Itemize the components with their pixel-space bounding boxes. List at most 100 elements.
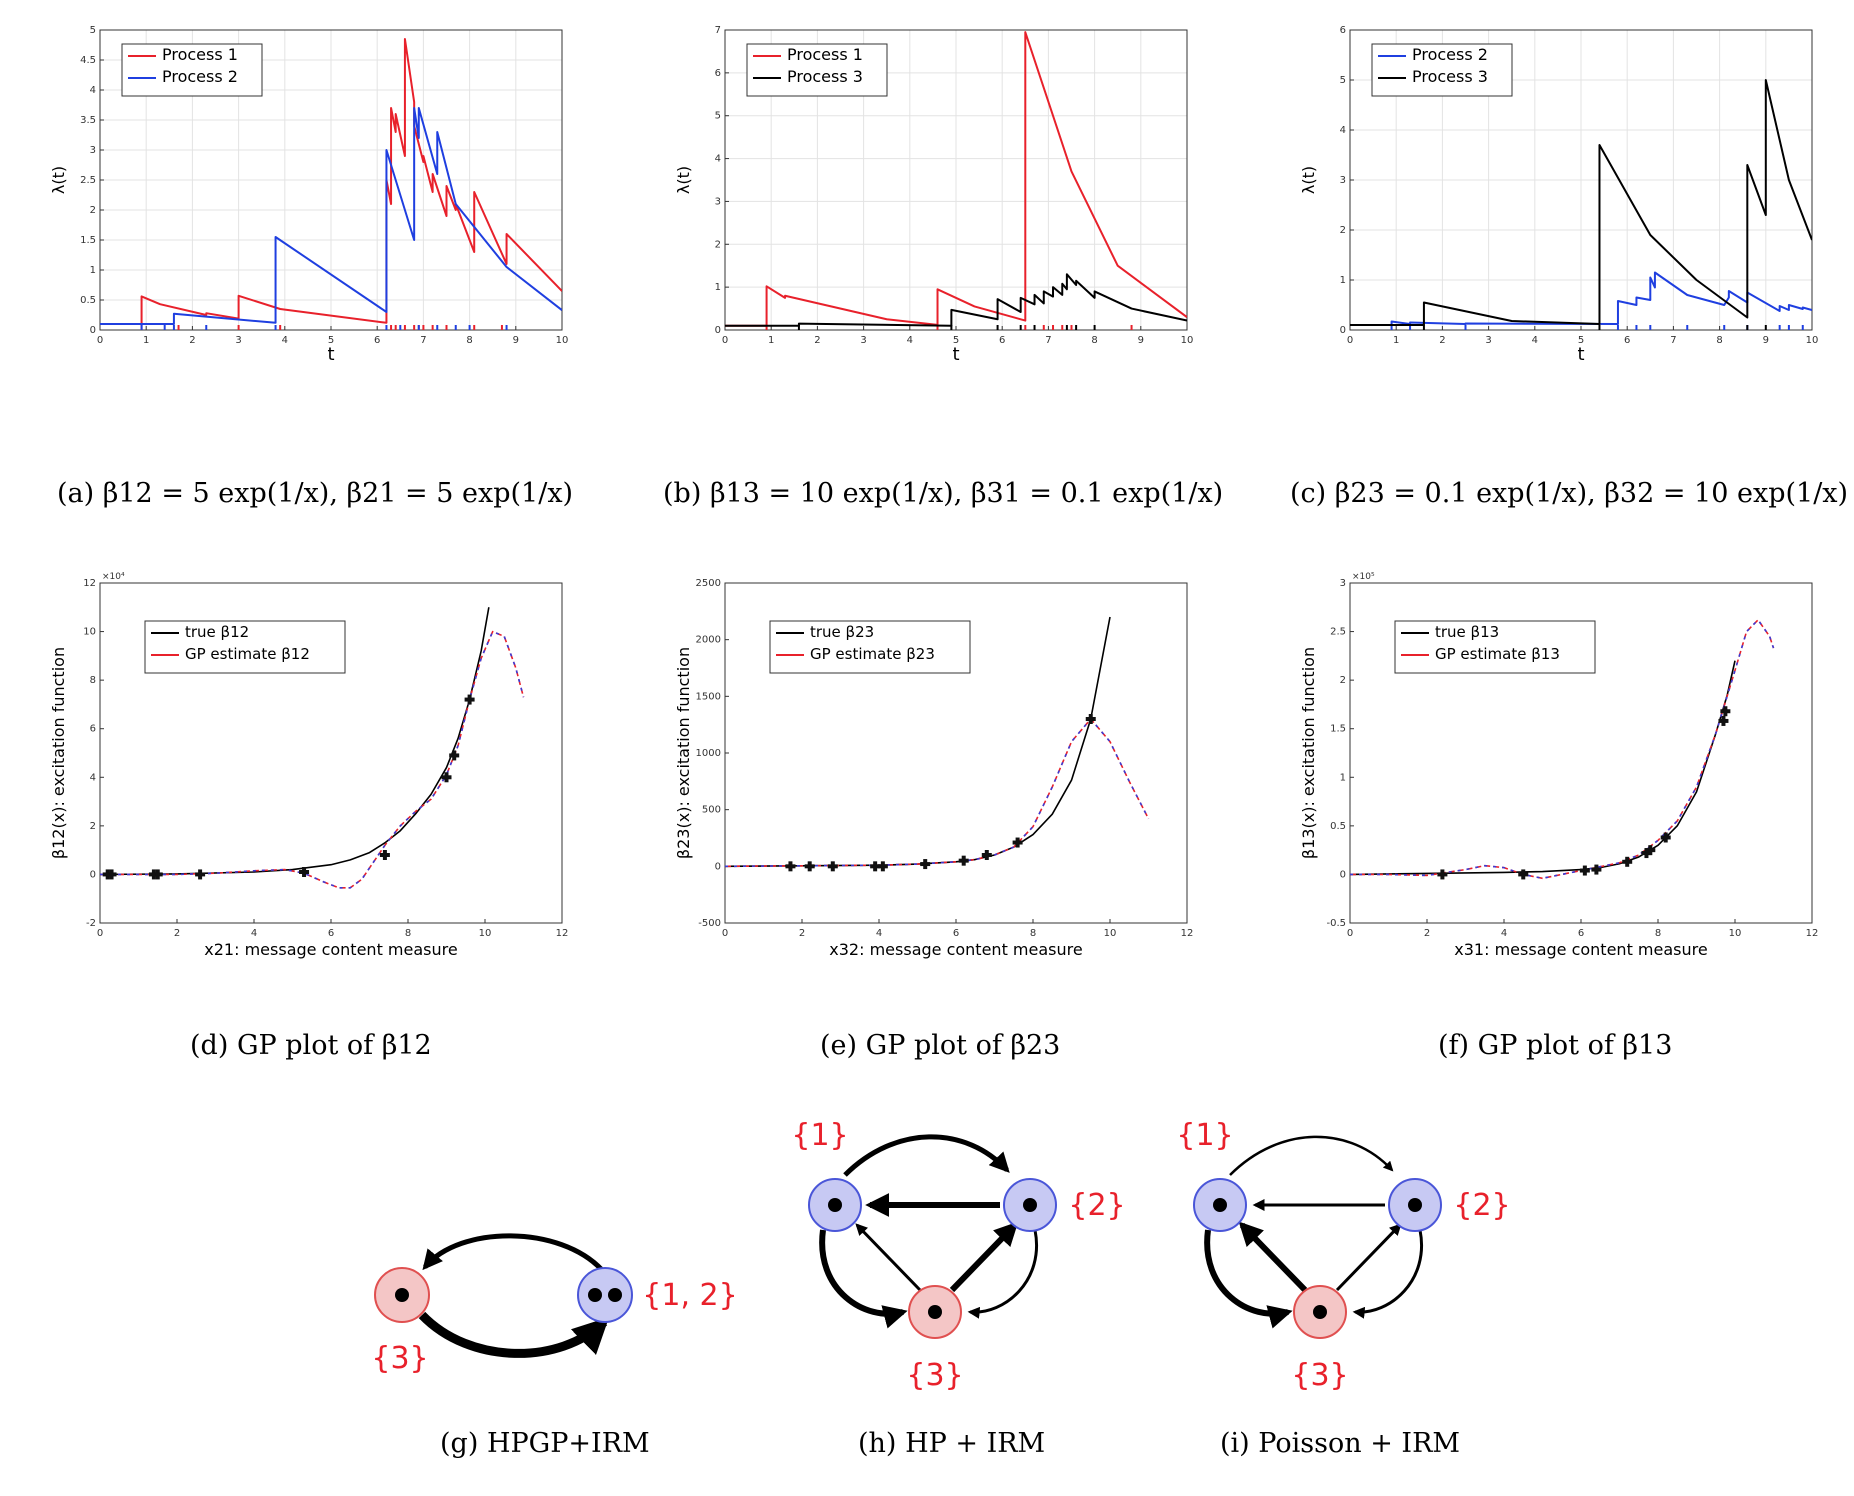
x-tick-label: 6 (999, 335, 1005, 346)
y-tick-label: 1.5 (80, 235, 96, 246)
series-line (1350, 271, 1812, 326)
x-tick-label: 0 (722, 335, 728, 346)
y-tick-label: 7 (715, 25, 721, 36)
y-tick-label: 4.5 (80, 55, 96, 66)
x-tick-label: 10 (1104, 928, 1117, 939)
y-tick-label: 3 (1340, 578, 1346, 589)
caption-tag: (b) (663, 478, 702, 509)
x-tick-label: 4 (1532, 335, 1538, 346)
caption-i: (i) Poisson + IRM (1220, 1428, 1460, 1459)
node-label-2: {2} (1453, 1188, 1510, 1223)
y-axis-label: λ(t) (674, 166, 693, 194)
y-tick-label: 12 (83, 578, 96, 589)
y-tick-label: -2 (86, 918, 96, 929)
y-tick-label: 5 (715, 111, 721, 122)
chart-b: 0 1 2 3 4 5 6 7 8 9 10 0 1 2 3 4 5 6 7 t λ(t) Process 1 Proces… (674, 25, 1193, 365)
caption-tag: (f) (1438, 1030, 1470, 1061)
x-tick-label: 6 (1578, 928, 1584, 939)
legend-label: true β12 (185, 623, 249, 641)
legend-box (144, 620, 346, 674)
node-dot (1213, 1198, 1227, 1212)
x-axis-label: t (1577, 344, 1584, 365)
y-tick-label: 1 (715, 282, 721, 293)
caption-c: (c) β23 = 0.1 exp(1/x), β32 = 10 exp(1/x… (1290, 478, 1848, 509)
caption-a: (a) β12 = 5 exp(1/x), β21 = 5 exp(1/x) (57, 478, 573, 509)
y-tick-label: 2 (715, 239, 721, 250)
legend-label: Process 3 (787, 67, 863, 86)
legend-label: GP estimate β13 (1435, 645, 1560, 663)
caption-tag: (c) (1290, 478, 1327, 509)
edge-2-to-3 (1352, 1229, 1423, 1319)
y-tick-label: 5 (90, 25, 96, 36)
edge-1-to-2 (1229, 1135, 1394, 1176)
caption-text: GP plot of β13 (1477, 1030, 1673, 1061)
y-multiplier: ×10⁵ (1352, 572, 1375, 582)
y-tick-label: 1 (1340, 275, 1346, 286)
y-tick-label: 4 (1340, 125, 1346, 136)
y-tick-label: 0.5 (80, 295, 96, 306)
x-tick-label: 7 (1045, 335, 1051, 346)
diagram-h: {1} {2} {3} (791, 1118, 1125, 1390)
axis-box (1349, 582, 1813, 924)
observation-point (449, 750, 460, 761)
y-tick-label: 4 (715, 154, 721, 165)
x-tick-label: 9 (513, 335, 519, 346)
x-tick-label: 7 (420, 335, 426, 346)
observation-point (1579, 865, 1590, 876)
observation-point (1660, 832, 1671, 843)
caption-h: (h) HP + IRM (858, 1428, 1045, 1459)
x-tick-label: 4 (876, 928, 882, 939)
x-tick-label: 3 (235, 335, 241, 346)
observation-point (195, 869, 206, 880)
y-tick-label: 3 (90, 145, 96, 156)
axis-box (99, 582, 563, 924)
node-dot (588, 1288, 602, 1302)
series-line (725, 31, 1187, 327)
x-tick-label: 0 (1347, 928, 1353, 939)
caption-tag: (h) (858, 1428, 897, 1459)
diagram-g: {3} {1, 2} (371, 1233, 738, 1376)
y-tick-label: 0 (1340, 325, 1346, 336)
node-label-1: {1} (1176, 1118, 1233, 1153)
legend-box (1394, 620, 1596, 674)
observation-point (958, 855, 969, 866)
x-axis-label: x21: message content measure (204, 940, 457, 959)
x-tick-label: 9 (1763, 335, 1769, 346)
observation-point (804, 861, 815, 872)
x-tick-label: 8 (1716, 335, 1722, 346)
node-dot (1023, 1198, 1037, 1212)
node-dot (928, 1305, 942, 1319)
y-tick-label: 2 (90, 205, 96, 216)
observation-point (1012, 837, 1023, 848)
x-tick-label: 7 (1670, 335, 1676, 346)
y-multiplier: ×10⁴ (102, 572, 125, 582)
y-axis-label: β23(x): excitation function (674, 647, 693, 859)
x-axis-label: t (952, 344, 959, 365)
x-tick-label: 2 (814, 335, 820, 346)
x-tick-label: 2 (174, 928, 180, 939)
node-label-2: {2} (1068, 1188, 1125, 1223)
x-tick-label: 1 (143, 335, 149, 346)
y-tick-label: 3.5 (80, 115, 96, 126)
y-tick-label: 4 (90, 85, 96, 96)
observation-point (785, 861, 796, 872)
caption-text: HP + IRM (905, 1428, 1046, 1459)
caption-text: GP plot of β12 (236, 1030, 432, 1061)
y-axis-label: β13(x): excitation function (1299, 647, 1318, 859)
caption-tag: (d) (190, 1030, 229, 1061)
node-label-1: {1} (791, 1118, 848, 1153)
legend-label: true β23 (810, 623, 874, 641)
caption-text: β13 = 10 exp(1/x), β31 = 0.1 exp(1/x) (709, 478, 1224, 509)
x-tick-label: 2 (1424, 928, 1430, 939)
y-tick-label: 4 (90, 772, 96, 783)
diagram-i: {1} {2} {3} (1176, 1118, 1510, 1390)
observation-point (106, 869, 117, 880)
x-tick-label: 12 (556, 928, 569, 939)
caption-e: (e) GP plot of β23 (820, 1030, 1060, 1061)
axis-box (1349, 29, 1813, 331)
axis-box (724, 29, 1188, 331)
x-tick-label: 0 (97, 335, 103, 346)
